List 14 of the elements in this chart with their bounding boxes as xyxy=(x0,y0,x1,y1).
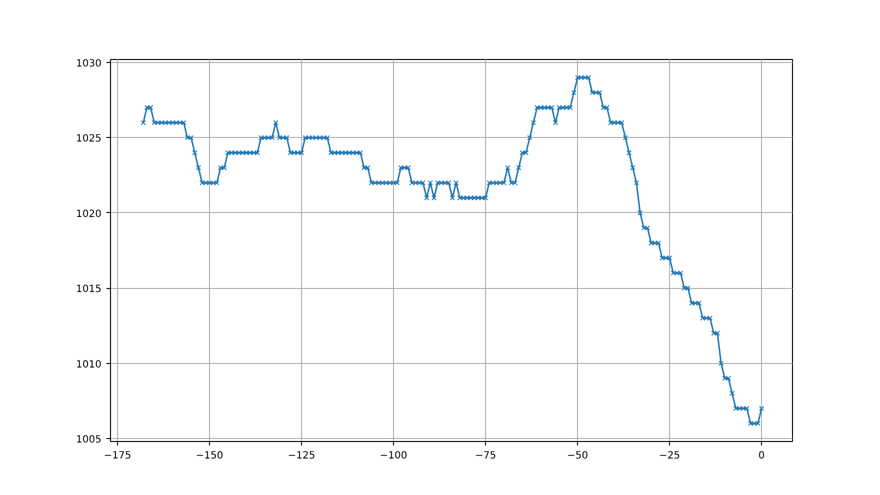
x-tick-label: −125 xyxy=(288,450,316,462)
y-tick-label: 1015 xyxy=(76,284,102,296)
y-tick-label: 1020 xyxy=(76,208,102,220)
y-tick-label: 1010 xyxy=(76,359,102,370)
x-tick-label: −100 xyxy=(380,450,408,462)
x-tick-label: −50 xyxy=(567,450,588,462)
x-tick-label: −175 xyxy=(104,450,132,462)
x-tick-label: −75 xyxy=(474,450,496,462)
y-tick-label: 1030 xyxy=(76,58,102,70)
y-tick-label: 1025 xyxy=(76,134,102,145)
x-tick-label: −25 xyxy=(659,450,680,462)
x-tick-label: −150 xyxy=(196,450,224,462)
y-tick-label: 1005 xyxy=(76,434,102,446)
x-tick-label: 0 xyxy=(758,450,765,462)
